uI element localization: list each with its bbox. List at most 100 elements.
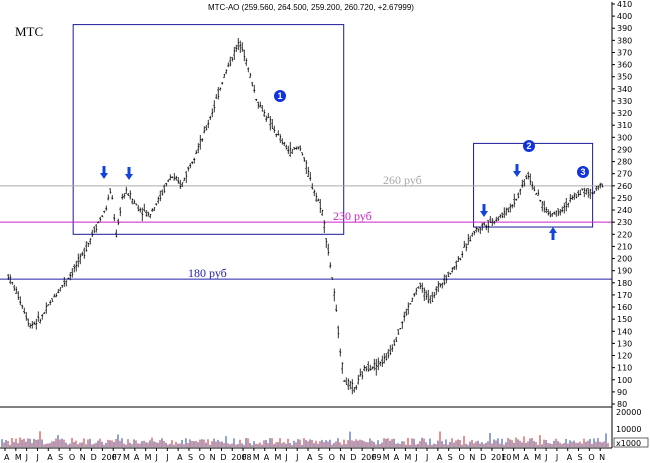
time-tick-label: 2010 xyxy=(491,453,511,462)
time-tick-label: M xyxy=(534,453,541,462)
time-tick-label: D xyxy=(220,453,226,462)
time-tick-label: A xyxy=(4,453,10,462)
price-tick-label: 340 xyxy=(617,85,632,94)
price-tick-label: 200 xyxy=(617,255,632,264)
time-tick-label: J xyxy=(284,453,287,462)
time-tick-label: O xyxy=(588,453,594,462)
price-tick-label: 320 xyxy=(617,109,632,118)
price-candles xyxy=(7,38,604,395)
price-tick-label: 100 xyxy=(617,376,632,385)
time-tick-label: M xyxy=(15,453,22,462)
volume-tick-label: 10000 xyxy=(616,425,641,434)
time-tick-label: M xyxy=(145,453,152,462)
marker-label: 3 xyxy=(580,167,585,177)
time-tick-label: A xyxy=(177,453,183,462)
time-tick-label: N xyxy=(469,453,475,462)
price-tick-label: 300 xyxy=(617,133,632,142)
time-tick-label: N xyxy=(80,453,86,462)
price-tick-label: 210 xyxy=(617,242,632,251)
price-tick-label: 380 xyxy=(617,36,632,45)
time-tick-label: J xyxy=(295,453,298,462)
time-tick-label: S xyxy=(578,453,583,462)
time-tick-label: F xyxy=(502,453,507,462)
marker-circle xyxy=(523,140,535,152)
time-tick-label: S xyxy=(448,453,453,462)
time-tick-label: M xyxy=(383,453,390,462)
marker-label: 2 xyxy=(526,141,531,151)
time-tick-label: 2007 xyxy=(101,453,121,462)
time-tick-label: S xyxy=(188,453,193,462)
price-tick-label: 90 xyxy=(617,388,627,397)
marker-circle xyxy=(577,166,589,178)
time-tick-label: O xyxy=(199,453,205,462)
time-tick-label: O xyxy=(329,453,335,462)
time-tick-label: A xyxy=(394,453,400,462)
volume-tick-label: 20000 xyxy=(616,408,641,417)
time-tick-label: O xyxy=(69,453,75,462)
time-tick-label: A xyxy=(47,453,53,462)
price-tick-label: 150 xyxy=(617,315,632,324)
time-tick-label: D xyxy=(480,453,486,462)
time-tick-label: F xyxy=(372,453,377,462)
up-arrow-icon xyxy=(549,227,557,240)
price-tick-label: 400 xyxy=(617,12,632,21)
time-tick-label: O xyxy=(459,453,465,462)
time-tick-label: A xyxy=(264,453,270,462)
price-tick-label: 360 xyxy=(617,61,632,70)
price-tick-label: 80 xyxy=(617,400,627,409)
price-tick-label: 370 xyxy=(617,48,632,57)
time-tick-label: 2008 xyxy=(231,453,251,462)
time-tick-label: A xyxy=(307,453,313,462)
price-tick-label: 330 xyxy=(617,97,632,106)
price-tick-label: 290 xyxy=(617,145,632,154)
price-tick-label: 110 xyxy=(617,364,632,373)
time-tick-label: D xyxy=(350,453,356,462)
price-axis-ticks: 410 400 390 380 370 360 350 340 330 320 310 300 290 2… xyxy=(612,0,649,448)
price-tick-label: 410 xyxy=(617,0,632,9)
time-tick-label: M xyxy=(123,453,130,462)
level-label: 260 руб xyxy=(383,173,422,187)
chart-title: МТС-АО (259.560, 264.500, 259.200, 260.7… xyxy=(208,3,414,12)
time-tick-label: A xyxy=(523,453,529,462)
price-tick-label: 120 xyxy=(617,352,632,361)
time-tick-label: N xyxy=(339,453,345,462)
price-tick-label: 260 xyxy=(617,182,632,191)
time-tick-label: A xyxy=(134,453,140,462)
time-tick-label: S xyxy=(318,453,323,462)
volume-bars xyxy=(1,431,609,447)
price-tick-label: 220 xyxy=(617,230,632,239)
price-tick-label: 250 xyxy=(617,194,632,203)
down-arrow-icon xyxy=(100,166,108,179)
price-tick-label: 160 xyxy=(617,303,632,312)
price-tick-label: 230 xyxy=(617,218,632,227)
price-tick-label: 190 xyxy=(617,267,632,276)
time-tick-label: J xyxy=(25,453,28,462)
ticker-label: МТС xyxy=(15,24,43,39)
marker-circle xyxy=(274,90,286,102)
price-tick-label: 170 xyxy=(617,291,632,300)
volume-unit-box xyxy=(613,437,649,448)
time-tick-label: J xyxy=(414,453,417,462)
down-arrow-icon xyxy=(125,167,133,180)
annotations: 1 2 3 xyxy=(100,90,589,240)
level-label: 230 руб xyxy=(333,209,372,223)
down-arrow-icon xyxy=(480,204,488,217)
time-tick-label: J xyxy=(155,453,158,462)
time-tick-label: N xyxy=(599,453,605,462)
time-tick-label: 2009 xyxy=(361,453,381,462)
support-levels: 260 руб 230 руб 180 руб xyxy=(0,173,612,280)
time-tick-label: A xyxy=(567,453,573,462)
volume-unit-label: x1000 xyxy=(616,439,641,448)
price-tick-label: 180 xyxy=(617,279,632,288)
price-tick-label: 140 xyxy=(617,327,632,336)
time-tick-label: J xyxy=(165,453,168,462)
time-tick-label: J xyxy=(35,453,38,462)
time-tick-label: J xyxy=(544,453,547,462)
time-tick-label: N xyxy=(210,453,216,462)
price-tick-label: 310 xyxy=(617,121,632,130)
price-tick-label: 280 xyxy=(617,158,632,167)
price-tick-label: 270 xyxy=(617,170,632,179)
time-tick-label: S xyxy=(58,453,63,462)
